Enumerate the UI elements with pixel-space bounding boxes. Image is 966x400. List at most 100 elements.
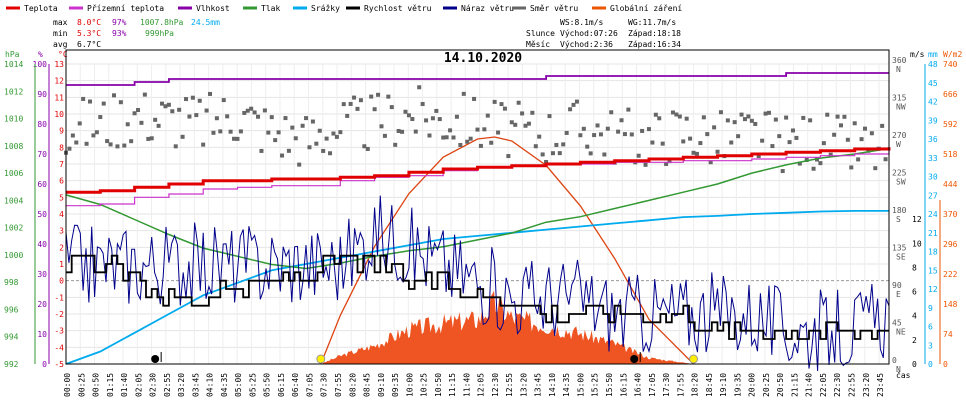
tick-temp: 1 [59, 260, 64, 269]
tick-hpa: 994 [4, 333, 19, 342]
tick-pct: 90 [37, 90, 47, 99]
wind-direction-point [766, 110, 771, 115]
wind-direction-point [557, 151, 562, 156]
wind-direction-point [365, 146, 370, 151]
legend-label: Vlhkost [196, 4, 230, 13]
wind-direction-point [605, 126, 610, 131]
legend-label: Teplota [24, 4, 58, 13]
tick-time: 19:35 [733, 373, 742, 397]
wind-direction-point [869, 131, 874, 136]
wind-direction-point [173, 144, 178, 149]
wind-direction-point [454, 114, 459, 119]
wind-direction-point [74, 140, 79, 145]
tick-time: 08:20 [348, 373, 357, 397]
wind-direction-point [694, 151, 699, 156]
wind-direction-point [105, 139, 110, 144]
wind-direction-point [753, 121, 758, 126]
tick-time: 00:00 [63, 373, 72, 397]
tick-time: 05:25 [248, 373, 257, 397]
tick-ms: 8 [912, 263, 917, 272]
wind-direction-point [166, 102, 171, 107]
tick-hpa: 1000 [4, 251, 23, 260]
wind-direction-point [691, 150, 696, 155]
tick-temp: 11 [54, 93, 64, 102]
tick-time: 02:05 [134, 373, 143, 397]
legend-label: Přízemní teplota [87, 4, 164, 13]
axis-unit-time: čas [896, 370, 911, 380]
wind-direction-point [602, 152, 607, 157]
tick-mm: 6 [928, 323, 933, 332]
wind-direction-point [622, 132, 627, 137]
tick-hpa: 998 [4, 278, 19, 287]
ws-readout: WS:8.1m/s [560, 18, 604, 27]
tick-time: 22:05 [819, 373, 828, 397]
tick-mm: 45 [928, 79, 938, 88]
wind-direction-point [204, 108, 209, 113]
tick-hpa: 1014 [4, 60, 23, 69]
wind-direction-point [208, 91, 213, 96]
wind-direction-point [149, 136, 154, 141]
wind-direction-point [554, 142, 559, 147]
tick-pct: 0 [42, 360, 47, 369]
tick-mm: 27 [928, 191, 938, 200]
wind-direction-point [139, 120, 144, 125]
wind-direction-point [715, 149, 720, 154]
wind-direction-point [705, 132, 710, 137]
tick-wm2: 74 [943, 330, 953, 339]
wind-direction-point [808, 118, 813, 123]
wind-direction-point [492, 99, 497, 104]
tick-time: 01:40 [120, 373, 129, 397]
wind-direction-point [862, 126, 867, 131]
wind-direction-point [310, 119, 315, 124]
wind-direction-point [832, 132, 837, 137]
wind-direction-point [571, 102, 576, 107]
x-axis: 00:00 00:25 00:50 01:15 01:40 02:05 02:30 02:55… [63, 373, 885, 397]
tick-time: 05:50 [263, 373, 272, 397]
wind-direction-point [756, 154, 761, 159]
wind-direction-point [801, 115, 806, 120]
stat-min-hum: 93% [112, 29, 127, 38]
wind-direction-point [328, 151, 333, 156]
tick-time: 09:35 [391, 373, 400, 397]
tick-mm: 30 [928, 173, 938, 182]
tick-wm2: 592 [943, 120, 958, 129]
wind-direction-point [845, 137, 850, 142]
tick-temp: -1 [54, 293, 64, 302]
wind-direction-point [386, 94, 391, 99]
tick-ms: 4 [912, 312, 917, 321]
wind-direction-point [523, 123, 528, 128]
tick-time: 02:30 [149, 373, 158, 397]
wind-direction-point [276, 130, 281, 135]
wind-direction-point [379, 124, 384, 129]
tick-time: 20:25 [762, 373, 771, 397]
wind-direction-point [729, 140, 734, 145]
wind-direction-point [324, 136, 329, 141]
wind-direction-point [420, 101, 425, 106]
sunset-time: Západ:18:18 [628, 29, 681, 38]
wind-direction-point [338, 130, 343, 135]
moon-label: Měsíc [526, 40, 550, 49]
wind-direction-point [331, 131, 336, 136]
wind-direction-point [794, 135, 799, 140]
tick-pct: 10 [37, 330, 47, 339]
tick-time: 14:35 [562, 373, 571, 397]
wind-direction-point [849, 165, 854, 170]
wind-direction-point [585, 144, 590, 149]
tick-pct: 50 [37, 210, 47, 219]
tick-time: 10:25 [420, 373, 429, 397]
tick-time: 19:10 [719, 373, 728, 397]
tick-temp: 4 [59, 210, 64, 219]
wind-direction-point [749, 118, 754, 123]
tick-mm: 21 [928, 229, 938, 238]
wind-direction-point [348, 101, 353, 106]
radiation-series [320, 136, 694, 365]
wind-direction-point [300, 123, 305, 128]
tick-time: 04:35 [220, 373, 229, 397]
sun-moon-markers [151, 352, 699, 364]
tick-direction-deg: 225 [892, 169, 907, 178]
tick-direction-deg: 0 [892, 356, 897, 365]
wind-direction-point [108, 142, 113, 147]
wind-direction-point [742, 117, 747, 122]
wind-direction-point [712, 125, 717, 130]
wind-direction-point [780, 169, 785, 174]
